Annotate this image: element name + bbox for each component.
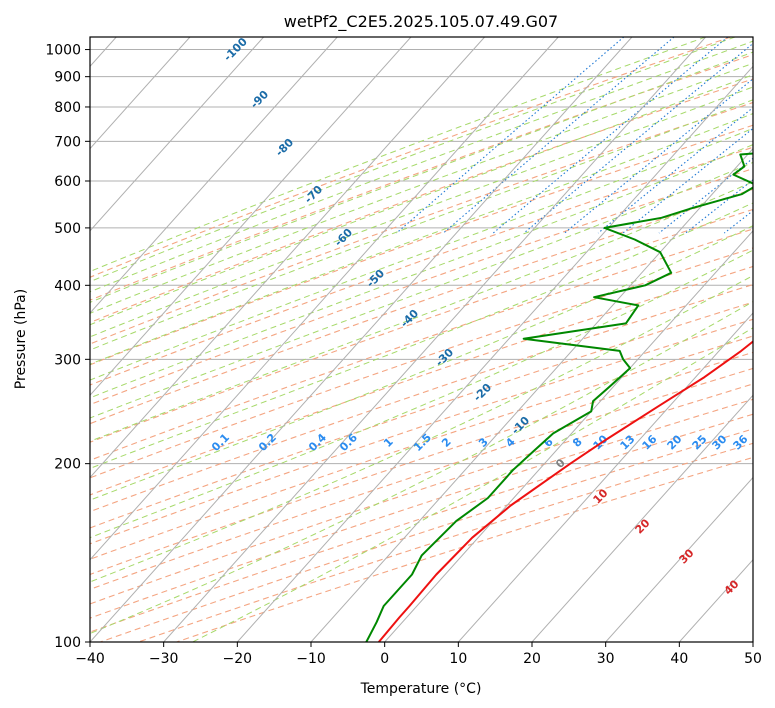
x-tick-label: −20: [223, 651, 253, 667]
isotherm-line: [163, 37, 706, 642]
x-tick-label: 30: [597, 651, 615, 667]
moist-adiabat-line: [90, 86, 753, 338]
y-axis-label: Pressure (hPa): [13, 289, 29, 389]
dry-adiabat-line: [90, 335, 753, 560]
isotherm-line: [90, 37, 485, 479]
y-tick-label: 100: [54, 635, 81, 651]
isotherm-line: [236, 65, 753, 642]
plot-background: [90, 37, 753, 642]
isotherm-gridlines: [90, 37, 753, 642]
dry-adiabat-line: [90, 301, 753, 529]
y-tick-label: 400: [54, 278, 81, 294]
isotherm-line: [90, 37, 633, 642]
isotherm-line: [90, 37, 338, 314]
isotherm-line: [457, 312, 753, 642]
moist-adiabat-line: [90, 301, 753, 635]
x-tick-label: −40: [75, 651, 105, 667]
x-tick-label: 40: [670, 651, 688, 667]
x-axis-ticks: −40 −30 −20 −10 0 10 20 30 40 50: [75, 642, 762, 667]
y-tick-label: 500: [54, 221, 81, 237]
sounding-line: [378, 340, 753, 642]
dry-adiabat-line: [90, 228, 753, 461]
x-tick-label: 0: [380, 651, 389, 667]
y-tick-label: 1000: [45, 43, 81, 59]
y-tick-label: 200: [54, 457, 81, 473]
moist-adiabat-line: [90, 202, 753, 469]
moist-adiabat-line: [90, 40, 753, 293]
isotherm-line: [310, 147, 753, 642]
x-tick-label: 20: [523, 651, 541, 667]
mixing-ratio-line: [597, 106, 753, 234]
dry-adiabat-line: [90, 37, 731, 278]
mixing-ratio-lines: [396, 37, 753, 234]
y-tick-label: 600: [54, 174, 81, 190]
plot-frame: [89, 36, 754, 643]
moist-adiabat-line: [192, 327, 753, 642]
moist-adiabat-line: [90, 161, 753, 419]
moist-adiabat-line: [90, 37, 736, 283]
dry-adiabat-line: [90, 383, 753, 605]
x-tick-label: −30: [149, 651, 179, 667]
sounding-line: [365, 152, 753, 642]
x-axis-label: Temperature (°C): [360, 681, 482, 697]
mixing-ratio-line: [492, 37, 729, 234]
moist-adiabat-line: [90, 62, 753, 314]
x-tick-label: 10: [449, 651, 467, 667]
y-tick-label: 300: [54, 352, 81, 368]
mixing-ratio-line: [396, 37, 625, 234]
isotherm-line: [90, 37, 191, 150]
sounding-profiles: [365, 152, 753, 642]
moist-adiabat-line: [90, 51, 753, 303]
dry-adiabat-line: [90, 367, 753, 590]
moist-adiabat-line: [90, 249, 753, 539]
dry-adiabat-line: [90, 54, 753, 301]
y-axis-ticks: 100 200 300 400 500 600 700 800 900 1000: [45, 43, 90, 651]
moist-adiabat-line: [90, 113, 753, 365]
isotherm-line: [752, 641, 753, 642]
dry-adiabat-line: [90, 247, 753, 479]
y-tick-label: 900: [54, 70, 81, 86]
moist-adiabat-line: [90, 37, 706, 273]
x-tick-label: 50: [744, 651, 762, 667]
isotherm-line: [90, 37, 559, 561]
moist-adiabats: [90, 37, 753, 642]
mixing-ratio-line: [442, 37, 675, 234]
moist-adiabat-line: [90, 225, 753, 501]
y-tick-label: 700: [54, 134, 81, 150]
moist-adiabat-line: [90, 99, 753, 351]
isotherm-line: [384, 230, 753, 642]
isotherm-line: [90, 37, 412, 397]
y-tick-label: 800: [54, 100, 81, 116]
isotherm-line: [90, 37, 264, 232]
moist-adiabat-line: [90, 127, 753, 381]
chart-title: wetPf2_C2E5.2025.105.07.49.G07: [284, 12, 558, 32]
dry-adiabat-line: [90, 283, 753, 513]
isotherm-line: [605, 476, 753, 642]
mixing-ratio-line: [658, 157, 753, 234]
x-tick-label: −10: [296, 651, 326, 667]
mixing-ratio-line: [752, 232, 753, 234]
moist-adiabat-line: [90, 181, 753, 442]
isotherm-line: [531, 394, 753, 642]
moist-adiabat-line: [90, 274, 753, 583]
